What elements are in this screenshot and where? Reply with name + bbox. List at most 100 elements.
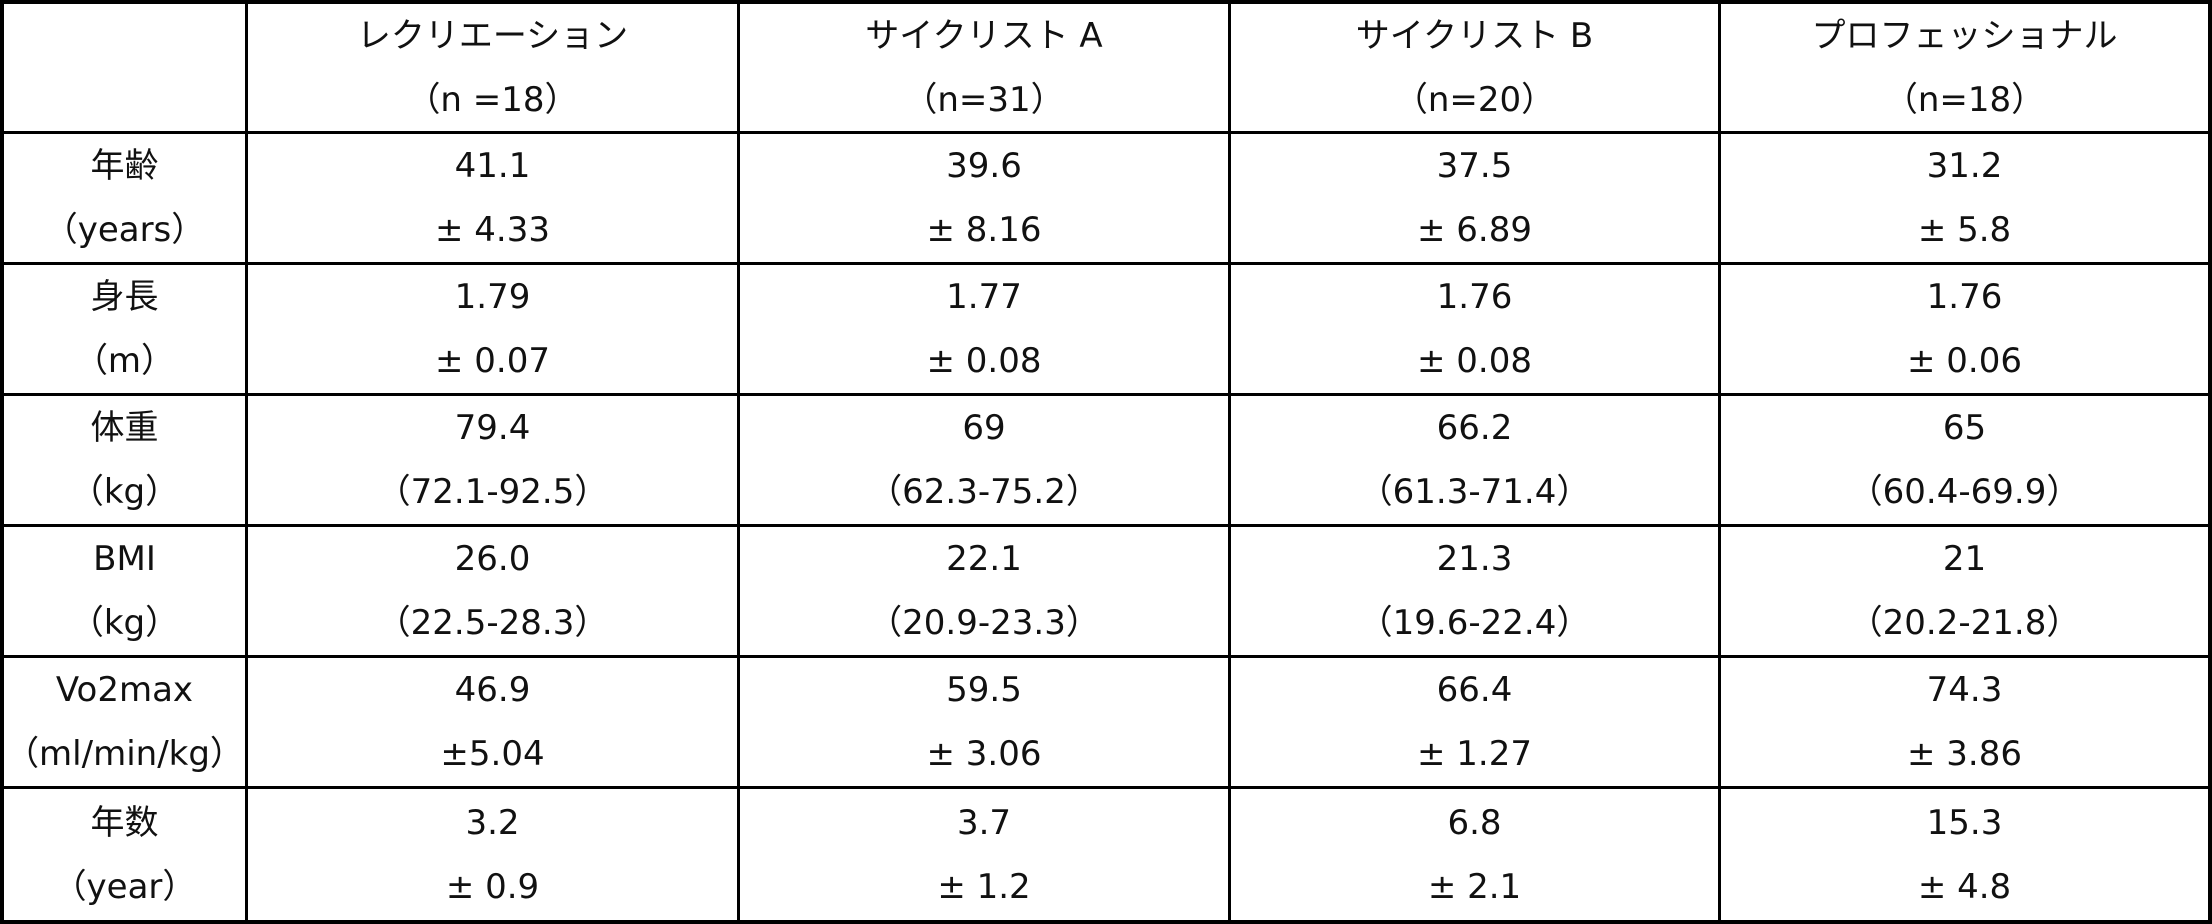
column-header: プロフェッショナル （n=18） — [1721, 4, 2208, 134]
cell-text: 1.76 — [1926, 277, 2003, 317]
data-cell: 15.3 ± 4.8 — [1721, 789, 2208, 920]
cell-text: サイクリスト B — [1355, 15, 1594, 56]
data-cell: 1.76 ± 0.06 — [1721, 265, 2208, 396]
row-header: 年数 （year） — [4, 789, 248, 920]
cell-text: 3.7 — [956, 802, 1012, 843]
cell-text: ± 4.8 — [1917, 866, 2012, 907]
cell-text: （20.9-23.3） — [868, 603, 1100, 643]
data-cell: 66.2 （61.3-71.4） — [1231, 396, 1721, 527]
cell-text: 39.6 — [946, 146, 1022, 186]
cell-text: （22.5-28.3） — [376, 603, 609, 643]
cell-text: ± 0.06 — [1907, 341, 2022, 381]
row-header: 身長 （m） — [4, 265, 248, 396]
cell-text: 69 — [962, 408, 1006, 448]
cell-text: Vo2max — [55, 670, 194, 710]
cell-text: 66.4 — [1436, 670, 1513, 710]
cell-text: ± 3.86 — [1907, 734, 2022, 774]
data-cell: 26.0 （22.5-28.3） — [248, 527, 740, 658]
column-header: サイクリスト A （n=31） — [740, 4, 1231, 134]
data-cell: 41.1 ± 4.33 — [248, 134, 740, 265]
row-header: Vo2max （ml/min/kg） — [4, 658, 248, 789]
data-cell: 69 （62.3-75.2） — [740, 396, 1231, 527]
cell-text: （years） — [43, 210, 206, 250]
cell-text: ± 0.08 — [926, 341, 1042, 381]
cell-text: （62.3-75.2） — [868, 472, 1100, 512]
cell-text: BMI — [93, 539, 156, 579]
data-cell: 46.9 ±5.04 — [248, 658, 740, 789]
data-cell: 1.76 ± 0.08 — [1231, 265, 1721, 396]
data-cell: 74.3 ± 3.86 — [1721, 658, 2208, 789]
cell-text: （61.3-71.4） — [1358, 472, 1591, 512]
cell-text: （72.1-92.5） — [376, 472, 609, 512]
cell-text: （m） — [73, 341, 176, 381]
cell-text: 1.77 — [946, 277, 1022, 317]
cell-text: ±5.04 — [440, 734, 545, 774]
cell-text: 3.2 — [465, 802, 520, 843]
cell-text: 15.3 — [1926, 802, 2003, 843]
cell-text: 1.79 — [454, 277, 531, 317]
cell-text: サイクリスト A — [865, 15, 1103, 56]
data-cell: 21.3 （19.6-22.4） — [1231, 527, 1721, 658]
cell-text: ± 1.2 — [937, 866, 1031, 907]
cell-text: 年数 — [90, 802, 159, 843]
cell-text: （n=31） — [903, 79, 1065, 120]
cell-text: （n=18） — [1883, 79, 2046, 120]
cell-text: 65 — [1942, 408, 1987, 448]
cell-text: ± 5.8 — [1917, 210, 2012, 250]
cell-text: 21.3 — [1436, 539, 1513, 579]
cell-text: ± 2.1 — [1427, 866, 1522, 907]
row-header: 年齢 （years） — [4, 134, 248, 265]
data-cell: 3.7 ± 1.2 — [740, 789, 1231, 920]
cell-text: 26.0 — [454, 539, 531, 579]
cell-text: 体重 — [90, 408, 159, 448]
data-cell: 31.2 ± 5.8 — [1721, 134, 2208, 265]
cell-text: 46.9 — [454, 670, 531, 710]
cell-text: 31.2 — [1926, 146, 2003, 186]
column-header: レクリエーション （n =18） — [248, 4, 740, 134]
corner-cell — [4, 4, 248, 134]
data-cell: 22.1 （20.9-23.3） — [740, 527, 1231, 658]
cell-text: （kg） — [69, 472, 180, 512]
row-header: BMI （kg） — [4, 527, 248, 658]
cell-text: 37.5 — [1436, 146, 1513, 186]
cell-text: （20.2-21.8） — [1848, 603, 2081, 643]
column-header: サイクリスト B （n=20） — [1231, 4, 1721, 134]
cell-text: （kg） — [69, 603, 180, 643]
cell-text: ± 3.06 — [926, 734, 1042, 774]
data-cell: 6.8 ± 2.1 — [1231, 789, 1721, 920]
cell-text: （19.6-22.4） — [1358, 603, 1591, 643]
cell-text: 身長 — [90, 277, 159, 317]
cell-text: 79.4 — [454, 408, 531, 448]
cell-text: ± 4.33 — [435, 210, 550, 250]
cell-text: 1.76 — [1436, 277, 1513, 317]
cell-text: 年齢 — [90, 146, 159, 186]
data-cell: 59.5 ± 3.06 — [740, 658, 1231, 789]
cell-text: （n=20） — [1393, 79, 1556, 120]
cell-text: ± 1.27 — [1417, 734, 1532, 774]
data-cell: 66.4 ± 1.27 — [1231, 658, 1721, 789]
cell-text: （60.4-69.9） — [1848, 472, 2081, 512]
row-header: 体重 （kg） — [4, 396, 248, 527]
cell-text: 74.3 — [1926, 670, 2003, 710]
cell-text: （year） — [52, 866, 197, 907]
cell-text: レクリエーション — [356, 15, 629, 56]
data-cell: 1.77 ± 0.08 — [740, 265, 1231, 396]
cell-text: 59.5 — [946, 670, 1022, 710]
cell-text: ± 0.07 — [435, 341, 550, 381]
data-cell: 37.5 ± 6.89 — [1231, 134, 1721, 265]
data-cell: 1.79 ± 0.07 — [248, 265, 740, 396]
cell-text: ± 8.16 — [926, 210, 1042, 250]
data-cell: 3.2 ± 0.9 — [248, 789, 740, 920]
cell-text: 6.8 — [1447, 802, 1502, 843]
cell-text: ± 0.08 — [1417, 341, 1532, 381]
cell-text: 41.1 — [454, 146, 531, 186]
cell-text: 21 — [1942, 539, 1987, 579]
cell-text: 22.1 — [946, 539, 1022, 579]
cell-text: ± 6.89 — [1417, 210, 1532, 250]
data-cell: 39.6 ± 8.16 — [740, 134, 1231, 265]
cell-text: ± 0.9 — [445, 866, 540, 907]
data-cell: 21 （20.2-21.8） — [1721, 527, 2208, 658]
cell-text: プロフェッショナル — [1811, 15, 2118, 56]
cell-text: 66.2 — [1436, 408, 1513, 448]
